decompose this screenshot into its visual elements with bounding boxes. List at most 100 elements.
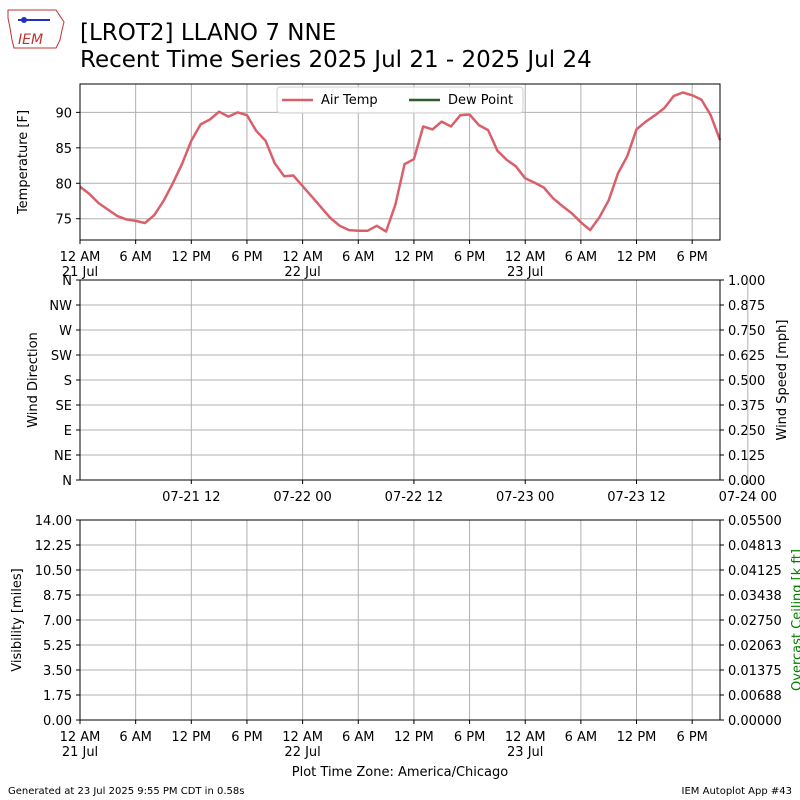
vis-date-label: 21 Jul (62, 745, 98, 760)
vis-x-tick-label: 12 PM (617, 730, 657, 745)
generated-footer: Generated at 23 Jul 2025 9:55 PM CDT in … (8, 786, 244, 797)
legend-dew-point-label: Dew Point (448, 93, 513, 108)
legend-air-temp-label: Air Temp (321, 93, 378, 108)
vis-plot-frame (79, 519, 721, 721)
vis-x-tick-label: 6 PM (454, 730, 485, 745)
temp-plot-frame (79, 83, 721, 241)
wind-plot-frame (79, 279, 721, 481)
wind-direction-tick-label: SE (56, 399, 72, 414)
temp-x-tick-label: 6 AM (119, 250, 152, 265)
chart-title-line2: Recent Time Series 2025 Jul 21 - 2025 Ju… (80, 47, 592, 73)
wind-x-tick-label: 07-21 12 (162, 490, 220, 505)
vis-x-tick-label: 6 PM (676, 730, 707, 745)
temp-x-tick-label: 6 AM (342, 250, 375, 265)
wind-direction-tick-label: S (64, 374, 72, 389)
temp-x-tick-label: 6 PM (454, 250, 485, 265)
vis-x-tick-label: 6 AM (342, 730, 375, 745)
temp-date-label: 23 Jul (507, 265, 543, 280)
visibility-tick-label: 14.00 (35, 514, 72, 529)
temp-date-label: 22 Jul (284, 265, 320, 280)
wind-direction-tick-label: N (62, 474, 72, 489)
temp-x-tick-label: 12 PM (171, 250, 211, 265)
temp-x-tick-label: 12 PM (617, 250, 657, 265)
temp-x-tick-label: 12 AM (282, 250, 323, 265)
temp-x-tick-label: 12 AM (505, 250, 546, 265)
ceiling-tick-label: 0.02063 (728, 639, 782, 654)
wind-x-tick-label: 07-22 00 (273, 490, 331, 505)
logo-text: IEM (18, 32, 43, 48)
wind-speed-tick-label: 0.875 (728, 299, 765, 314)
wind-direction-tick-label: SW (51, 349, 72, 364)
temp-x-tick-label: 6 PM (676, 250, 707, 265)
ceiling-tick-label: 0.00688 (728, 689, 782, 704)
wind-speed-tick-label: 0.500 (728, 374, 765, 389)
ceiling-tick-label: 0.04125 (728, 564, 782, 579)
wind-speed-tick-label: 0.250 (728, 424, 765, 439)
visibility-tick-label: 5.25 (43, 639, 72, 654)
legend-box (276, 86, 524, 114)
temp-date-label: 21 Jul (62, 265, 98, 280)
app-footer: IEM Autoplot App #43 (682, 786, 792, 797)
wind-speed-tick-label: 0.125 (728, 449, 765, 464)
temp-x-tick-label: 6 AM (565, 250, 598, 265)
temp-x-tick-label: 6 PM (231, 250, 262, 265)
wind-panel: N 0.000 NE 0.125 E 0.250 SE 0.375 S 0.500 SW 0.625 W… (26, 274, 790, 505)
visibility-tick-label: 0.00 (43, 714, 72, 729)
wind-speed-tick-label: 0.750 (728, 324, 765, 339)
wind-speed-tick-label: 0.375 (728, 399, 765, 414)
ceiling-tick-label: 0.00000 (728, 714, 782, 729)
ceiling-tick-label: 0.03438 (728, 589, 782, 604)
wind-x-tick-label: 07-23 12 (607, 490, 665, 505)
wind-direction-tick-label: NE (54, 449, 72, 464)
vis-x-tick-label: 12 AM (505, 730, 546, 745)
ceiling-tick-label: 0.05500 (728, 514, 782, 529)
wind-speed-tick-label: 1.000 (728, 274, 765, 289)
vis-x-tick-label: 6 AM (565, 730, 598, 745)
temp-y-axis-label: Temperature [F] (16, 110, 31, 215)
visibility-tick-label: 7.00 (43, 614, 72, 629)
visibility-tick-label: 12.25 (35, 539, 72, 554)
logo-station-dot (21, 17, 27, 23)
vis-x-tick-label: 12 AM (60, 730, 101, 745)
vis-x-tick-label: 6 PM (231, 730, 262, 745)
temperature-panel: 12 AM 6 AM 12 PM 6 PM 12 AM 6 AM 12 PM 6 PM 12 A… (16, 83, 722, 280)
wind-x-tick-label: 07-24 00 (719, 490, 777, 505)
visibility-axis-label: Visibility [miles] (10, 568, 25, 671)
temp-y-tick-label: 75 (55, 213, 72, 228)
wind-x-tick-label: 07-23 00 (496, 490, 554, 505)
wind-x-tick-label: 07-22 12 (385, 490, 443, 505)
chart-title-line1: [LROT2] LLANO 7 NNE (80, 20, 336, 46)
wind-speed-axis-label: Wind Speed [mph] (775, 320, 790, 441)
vis-date-label: 22 Jul (284, 745, 320, 760)
iem-logo: IEM (7, 9, 65, 49)
temp-x-tick-label: 12 PM (394, 250, 434, 265)
visibility-tick-label: 8.75 (43, 589, 72, 604)
vis-x-tick-label: 12 AM (282, 730, 323, 745)
wind-direction-axis-label: Wind Direction (26, 332, 41, 428)
ceiling-tick-label: 0.01375 (728, 664, 782, 679)
temp-y-tick-label: 90 (55, 106, 72, 121)
visibility-panel: 0.00 0.00000 1.75 0.00688 3.50 0.01375 5.25 0.0… (10, 514, 800, 760)
temp-legend: Air Temp Dew Point (276, 86, 524, 114)
vis-date-label: 23 Jul (507, 745, 543, 760)
ceiling-tick-label: 0.02750 (728, 614, 782, 629)
visibility-tick-label: 10.50 (35, 564, 72, 579)
wind-direction-tick-label: W (59, 324, 72, 339)
air-temp-line (79, 91, 722, 233)
wind-direction-tick-label: NW (49, 299, 72, 314)
temp-x-tick-label: 12 AM (60, 250, 101, 265)
wind-direction-tick-label: N (62, 274, 72, 289)
timezone-label: Plot Time Zone: America/Chicago (292, 765, 508, 780)
ceiling-axis-label: Overcast Ceiling [k ft] (790, 549, 800, 691)
temp-y-tick-label: 85 (55, 142, 72, 157)
ceiling-tick-label: 0.04813 (728, 539, 782, 554)
wind-direction-tick-label: E (64, 424, 72, 439)
vis-x-tick-label: 12 PM (394, 730, 434, 745)
visibility-tick-label: 1.75 (43, 689, 72, 704)
temp-y-tick-label: 80 (55, 177, 72, 192)
wind-speed-tick-label: 0.000 (728, 474, 765, 489)
vis-x-tick-label: 6 AM (119, 730, 152, 745)
wind-speed-tick-label: 0.625 (728, 349, 765, 364)
vis-x-tick-label: 12 PM (171, 730, 211, 745)
